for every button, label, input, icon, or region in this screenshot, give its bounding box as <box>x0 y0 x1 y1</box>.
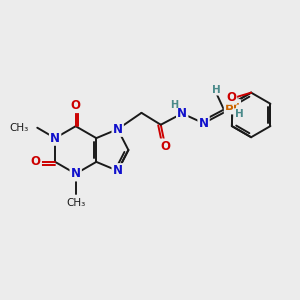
Text: O: O <box>226 91 236 103</box>
Text: H: H <box>235 109 244 119</box>
Text: H: H <box>212 85 220 95</box>
Text: N: N <box>71 167 81 180</box>
Text: CH₃: CH₃ <box>66 198 85 208</box>
Text: CH₃: CH₃ <box>10 123 29 133</box>
Text: O: O <box>160 140 170 153</box>
Text: Br: Br <box>225 100 240 113</box>
Text: N: N <box>50 132 60 145</box>
Text: N: N <box>199 117 208 130</box>
Text: H: H <box>170 100 178 110</box>
Text: N: N <box>177 107 187 120</box>
Text: N: N <box>113 164 123 177</box>
Text: N: N <box>113 123 123 136</box>
Text: O: O <box>71 99 81 112</box>
Text: O: O <box>31 155 41 168</box>
